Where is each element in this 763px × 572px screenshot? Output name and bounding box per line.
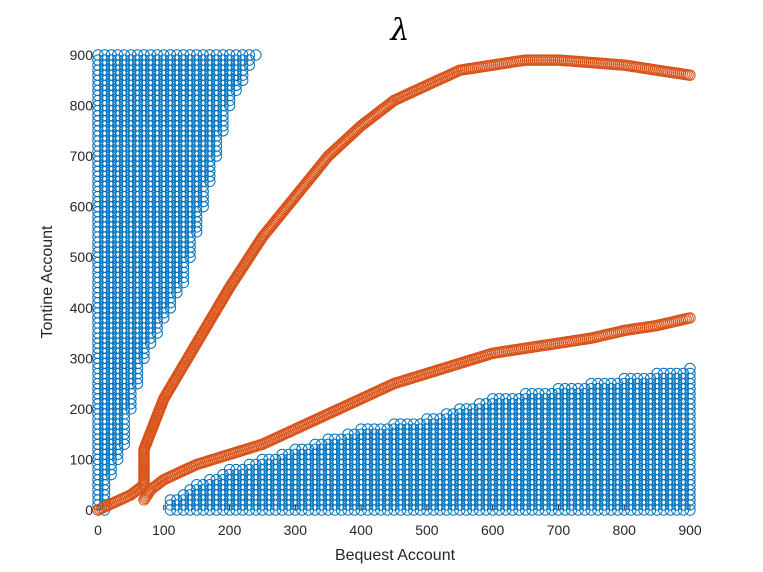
data-point-blue <box>684 362 696 375</box>
x-axis-label: Bequest Account <box>335 547 456 564</box>
data-point-blue <box>243 49 256 61</box>
x-tick-label: 300 <box>284 522 308 538</box>
data-point-orange <box>126 488 139 500</box>
y-tick-label: 0 <box>85 502 93 518</box>
y-tick-label: 700 <box>70 148 94 164</box>
x-tick-label: 500 <box>415 522 439 538</box>
x-tick-label: 100 <box>152 522 176 538</box>
y-tick-label: 200 <box>70 401 94 417</box>
x-tick-label: 600 <box>481 522 505 538</box>
x-tick-label: 0 <box>94 522 102 538</box>
x-tick-label: 800 <box>613 522 637 538</box>
y-tick-label: 600 <box>70 199 94 215</box>
y-tick-label: 800 <box>70 98 94 114</box>
orange-series-marks <box>92 54 696 516</box>
tick-labels: 0 100 200 300 400 500 600 700 800 900 0 100 200 300 40… <box>70 47 702 538</box>
y-tick-label: 900 <box>70 47 94 63</box>
y-axis-label: Tontine Account <box>39 225 56 339</box>
y-tick-label: 500 <box>70 249 94 265</box>
y-tick-label: 100 <box>70 451 94 467</box>
chart-title: λ <box>389 13 409 48</box>
x-tick-label: 400 <box>349 522 373 538</box>
data-point-orange <box>684 69 696 81</box>
data-point-blue <box>684 367 696 380</box>
x-tick-label: 200 <box>218 522 242 538</box>
axes <box>97 505 691 510</box>
x-tick-label: 900 <box>678 522 702 538</box>
y-tick-label: 400 <box>70 300 94 316</box>
data-point-orange <box>684 312 696 324</box>
blue-region-marks <box>92 49 696 516</box>
y-tick-label: 300 <box>70 350 94 366</box>
data-point-blue <box>250 49 262 61</box>
x-tick-label: 700 <box>547 522 571 538</box>
